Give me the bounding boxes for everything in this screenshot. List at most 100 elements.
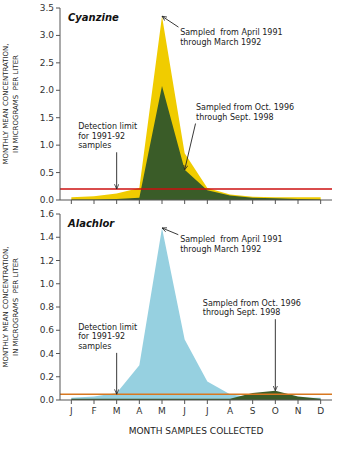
x-tick [139, 200, 140, 204]
figure: 0.00.51.01.52.02.53.03.5CyanzineSampled … [0, 0, 340, 466]
x-tick [230, 400, 231, 404]
x-tick [71, 400, 72, 404]
y-tick [56, 307, 60, 308]
x-tick [71, 200, 72, 204]
plot-area [60, 228, 332, 400]
annotation-line: for 1991-92 [78, 132, 125, 141]
x-tick-label: A [227, 406, 234, 416]
x-tick-label: J [69, 406, 73, 416]
y-tick-label: 0.0 [40, 395, 55, 405]
y-tick-label: 0.4 [40, 349, 55, 359]
x-tick-label: N [295, 406, 302, 416]
x-tick [230, 200, 231, 204]
annotation-arrow [116, 353, 117, 394]
y-tick-label: 1.5 [40, 113, 54, 123]
y-tick [56, 145, 60, 146]
x-tick-label: F [91, 406, 96, 416]
annotation-arrow [185, 124, 196, 170]
y-tick-label: 3.0 [40, 30, 55, 40]
x-tick [252, 200, 253, 204]
x-tick [184, 200, 185, 204]
y-tick-label: 2.0 [40, 85, 55, 95]
x-tick [162, 400, 163, 404]
y-tick-label: 1.6 [40, 209, 55, 219]
x-tick [207, 200, 208, 204]
x-tick [207, 400, 208, 404]
x-tick [116, 200, 117, 204]
x-tick-label: J [182, 406, 186, 416]
y-tick [56, 376, 60, 377]
annotation-arrow [162, 228, 178, 235]
x-tick [116, 400, 117, 404]
y-axis-label: MONTHLY MEAN CONCENTRATION,IN MICROGRAMS… [2, 43, 20, 164]
detection-limit-line [60, 188, 332, 190]
x-tick-label: M [113, 406, 121, 416]
x-tick [252, 400, 253, 404]
annotation-line: Sampled from Oct. 1996 [203, 299, 301, 308]
y-tick [56, 353, 60, 354]
annotation-arrow [275, 319, 276, 391]
y-tick-label: 2.5 [40, 58, 54, 68]
x-tick [94, 400, 95, 404]
y-tick [56, 330, 60, 331]
y-axis-label-line: MONTHLY MEAN CONCENTRATION, [2, 43, 10, 164]
x-tick [139, 400, 140, 404]
x-tick [298, 200, 299, 204]
x-tick [320, 200, 321, 204]
y-tick [56, 200, 60, 201]
y-tick [56, 35, 60, 36]
y-tick-label: 1.0 [40, 140, 55, 150]
y-tick-label: 0.2 [40, 372, 54, 382]
y-tick [56, 117, 60, 118]
x-tick-label: D [317, 406, 324, 416]
annotation-line: through Sept. 1998 [203, 308, 281, 317]
y-tick [56, 62, 60, 63]
annotation-line: Detection limit [78, 122, 137, 131]
panel: 0.00.20.40.60.81.01.21.41.6JFMAMJJASONDA… [2, 209, 332, 436]
panel: 0.00.51.01.52.02.53.03.5CyanzineSampled … [2, 3, 332, 205]
x-tick [184, 400, 185, 404]
annotation-line: through March 1992 [180, 245, 261, 254]
annotation-line: for 1991-92 [78, 332, 125, 341]
y-axis-label: MONTHLY MEAN CONCENTRATION,IN MICROGRAMS… [2, 246, 20, 367]
x-tick [275, 200, 276, 204]
annotation-line: Detection limit [78, 323, 137, 332]
area [71, 228, 320, 400]
y-axis [60, 214, 61, 400]
annotation-line: samples [78, 342, 111, 351]
title: Cyanzine [68, 12, 119, 23]
annotation: Sampled from April 1991through March 199… [180, 28, 283, 47]
annotation: Sampled from April 1991through March 199… [180, 235, 283, 254]
x-axis [60, 400, 332, 401]
annotation: Sampled from Oct. 1996through Sept. 1998 [196, 103, 294, 122]
annotation: Detection limitfor 1991-92samples [78, 323, 137, 351]
plot-area [60, 16, 332, 200]
y-tick [56, 214, 60, 215]
annotation: Detection limitfor 1991-92samples [78, 122, 137, 150]
annotation-line: Sampled from Oct. 1996 [196, 103, 294, 112]
x-axis [60, 200, 332, 201]
x-tick-label: O [272, 406, 279, 416]
annotation-line: through Sept. 1998 [196, 113, 274, 122]
y-tick-label: 1.2 [40, 256, 54, 266]
y-tick-label: 1.0 [40, 279, 55, 289]
y-tick-label: 0.0 [40, 195, 55, 205]
detection-limit-line [60, 393, 332, 395]
x-tick-label: M [158, 406, 166, 416]
y-axis [60, 8, 61, 200]
y-axis-label-line: MONTHLY MEAN CONCENTRATION, [2, 246, 10, 367]
annotation-line: Sampled from April 1991 [180, 28, 283, 37]
x-tick [320, 400, 321, 404]
annotation-line: Sampled from April 1991 [180, 235, 283, 244]
x-tick-label: J [205, 406, 209, 416]
x-axis-label: MONTH SAMPLES COLLECTED [129, 426, 264, 436]
x-tick [298, 400, 299, 404]
x-tick [275, 400, 276, 404]
y-tick [56, 172, 60, 173]
annotation: Sampled from Oct. 1996through Sept. 1998 [203, 299, 301, 318]
y-tick-label: 0.6 [40, 325, 55, 335]
x-tick-label: A [136, 406, 143, 416]
y-tick-label: 1.4 [40, 232, 55, 242]
y-tick [56, 283, 60, 284]
title: Alachlor [67, 218, 115, 229]
